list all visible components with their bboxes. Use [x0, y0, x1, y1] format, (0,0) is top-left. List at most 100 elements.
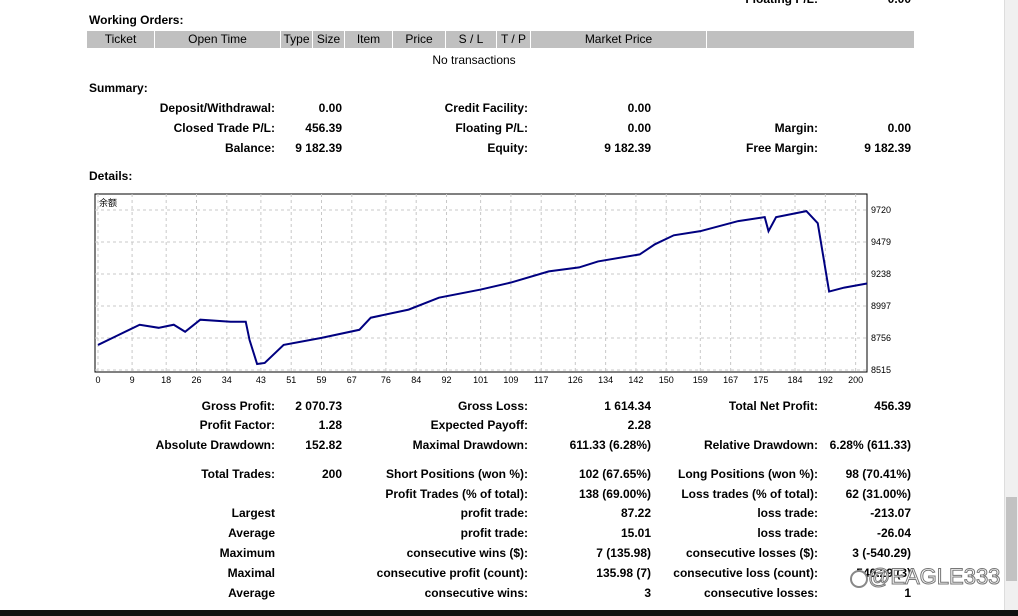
stat-label: consecutive wins ($):: [406, 546, 528, 560]
scrollbar-thumb[interactable]: [1006, 497, 1017, 581]
stat-value: 15.01: [620, 526, 651, 540]
stat-label: profit trade:: [460, 526, 528, 540]
stat-label: Total Trades:: [201, 467, 275, 481]
stat-value: 0.00: [627, 121, 651, 135]
stat-label: Maximal Drawdown:: [412, 438, 528, 452]
stat-label: Profit Factor:: [199, 418, 275, 432]
y-tick-label: 9238: [871, 269, 891, 279]
x-tick-label: 101: [473, 375, 488, 385]
stat-label: Maximum: [219, 546, 275, 560]
x-tick-label: 76: [381, 375, 391, 385]
stat-label: Expected Payoff:: [430, 418, 528, 432]
table-header-cell: Item: [345, 31, 393, 48]
stat-value: 7 (135.98): [596, 546, 651, 560]
stat-value: 152.82: [305, 438, 342, 452]
stat-value: 9 182.39: [295, 141, 342, 155]
stat-label: Short Positions (won %):: [386, 467, 528, 481]
plot-frame: [94, 193, 868, 373]
stat-value: 611.33 (6.28%): [569, 438, 651, 452]
stat-value: 9 182.39: [604, 141, 651, 155]
x-tick-label: 109: [503, 375, 518, 385]
x-tick-label: 67: [347, 375, 357, 385]
stat-label: profit trade:: [460, 506, 528, 520]
stat-value: 1 614.34: [604, 399, 651, 413]
x-tick-label: 92: [442, 375, 452, 385]
y-tick-label: 8515: [871, 365, 891, 375]
stat-value: 62 (31.00%): [845, 487, 911, 501]
stat-label: consecutive losses ($):: [685, 546, 818, 560]
stat-label: consecutive profit (count):: [376, 566, 528, 580]
watermark-icon: [850, 570, 868, 588]
stat-value: 3 (-540.29): [852, 546, 911, 560]
stat-label: Free Margin:: [745, 141, 818, 155]
stat-label: Average: [228, 526, 275, 540]
stat-label: consecutive loss (count):: [673, 566, 818, 580]
stat-value: 87.22: [620, 506, 651, 520]
stat-value: 456.39: [874, 399, 911, 413]
scrollbar-track: [1004, 0, 1018, 610]
table-header-cell: Ticket: [87, 31, 155, 48]
x-tick-label: 0: [95, 375, 100, 385]
y-tick-label: 8756: [871, 333, 891, 343]
stat-label: loss trade:: [757, 526, 818, 540]
stat-label: Average: [228, 586, 275, 600]
stat-value: 9 182.39: [864, 141, 911, 155]
x-tick-label: 184: [788, 375, 803, 385]
stat-label: consecutive losses:: [703, 586, 818, 600]
x-tick-label: 43: [256, 375, 266, 385]
balance-chart: 0 9 18 26 34 43 51 59 67 76 84 92 101 109 117 126 134 142…: [94, 193, 891, 385]
stat-value: 6.28% (611.33): [829, 438, 911, 452]
x-tick-label: 200: [848, 375, 863, 385]
stat-value: 540.29 (3): [856, 566, 911, 580]
stat-label: Credit Facility:: [444, 101, 528, 115]
section-title: Summary:: [89, 81, 148, 95]
stat-value: 2.28: [627, 418, 651, 432]
stat-label: Relative Drawdown:: [703, 438, 818, 452]
y-tick-label: 9720: [871, 205, 891, 215]
empty-message: No transactions: [432, 53, 516, 67]
chart-label: 余额: [99, 197, 117, 208]
table-header-cell: S / L: [446, 31, 497, 48]
stat-value: 456.39: [305, 121, 342, 135]
stat-label: Maximal: [227, 566, 275, 580]
stat-label: Largest: [231, 506, 275, 520]
stat-label: Margin:: [774, 121, 818, 135]
x-tick-label: 59: [316, 375, 326, 385]
x-tick-label: 167: [723, 375, 738, 385]
x-tick-label: 175: [753, 375, 768, 385]
stat-label: Total Net Profit:: [728, 399, 818, 413]
stat-label: Closed Trade P/L:: [173, 121, 275, 135]
x-tick-label: 26: [191, 375, 201, 385]
stat-label: Floating P/L:: [455, 121, 528, 135]
stat-value: -26.04: [876, 526, 911, 540]
stat-value: 0.00: [887, 121, 911, 135]
stat-value: 2 070.73: [295, 399, 342, 413]
stat-label: Loss trades (% of total):: [681, 487, 818, 501]
balance-line: [97, 210, 868, 366]
stat-value: 1: [904, 586, 911, 600]
stat-label: Profit Trades (% of total):: [385, 487, 528, 501]
section-title: Details:: [89, 169, 133, 183]
stat-value: 102 (67.65%): [578, 467, 651, 481]
stat-label: Long Positions (won %):: [678, 467, 818, 481]
table-header-cell: Price: [393, 31, 446, 48]
x-tick-label: 9: [130, 375, 135, 385]
stat-value: 138 (69.00%): [578, 487, 651, 501]
stat-label: Balance:: [224, 141, 275, 155]
table-header-cell: Type: [281, 31, 313, 48]
value: 0.00: [888, 0, 911, 7]
stat-value: 0.00: [318, 101, 342, 115]
stat-value: 200: [321, 467, 342, 481]
x-tick-label: 126: [568, 375, 583, 385]
x-tick-label: 150: [659, 375, 674, 385]
stat-label: Equity:: [487, 141, 528, 155]
y-tick-label: 8997: [871, 301, 891, 311]
label: Floating P/L:: [745, 0, 818, 7]
section-title: Working Orders:: [89, 13, 184, 27]
x-tick-label: 34: [222, 375, 232, 385]
stat-label: Gross Loss:: [457, 399, 528, 413]
table-header-cell: Market Price: [531, 31, 707, 48]
table-header-cell: Size: [313, 31, 345, 48]
stat-value: 1.28: [318, 418, 342, 432]
